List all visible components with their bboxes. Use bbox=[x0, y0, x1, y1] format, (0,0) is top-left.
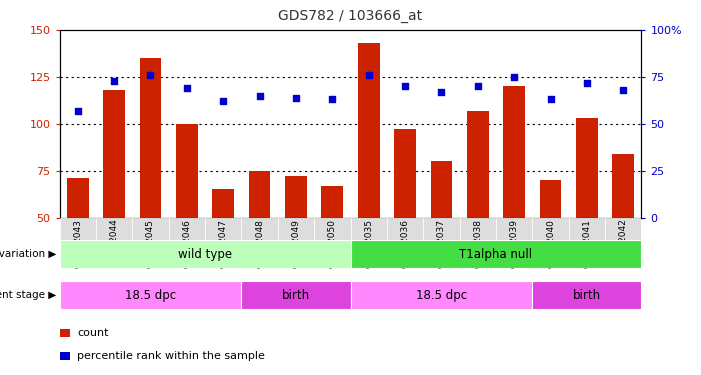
Point bbox=[109, 78, 120, 84]
Text: GSM22036: GSM22036 bbox=[400, 219, 409, 268]
Bar bbox=[496, 217, 532, 240]
Bar bbox=[314, 217, 350, 240]
Bar bbox=[67, 178, 88, 218]
Text: percentile rank within the sample: percentile rank within the sample bbox=[77, 351, 265, 361]
Bar bbox=[103, 90, 125, 218]
Text: GSM22035: GSM22035 bbox=[365, 219, 373, 268]
Point bbox=[363, 72, 374, 78]
Text: GSM22050: GSM22050 bbox=[328, 219, 336, 268]
Bar bbox=[278, 217, 314, 240]
Text: 18.5 dpc: 18.5 dpc bbox=[416, 289, 467, 302]
Bar bbox=[532, 281, 641, 309]
Bar bbox=[576, 118, 598, 218]
Point bbox=[72, 108, 83, 114]
Bar bbox=[132, 217, 169, 240]
Bar bbox=[350, 281, 532, 309]
Bar bbox=[60, 240, 350, 268]
Point bbox=[618, 87, 629, 93]
Bar bbox=[430, 161, 452, 218]
Point bbox=[472, 83, 484, 89]
Text: GSM22047: GSM22047 bbox=[219, 219, 228, 267]
Text: count: count bbox=[77, 328, 109, 338]
Bar bbox=[605, 217, 641, 240]
Bar bbox=[503, 86, 525, 218]
Bar bbox=[169, 217, 205, 240]
Bar bbox=[350, 240, 641, 268]
Text: wild type: wild type bbox=[178, 248, 232, 261]
Point bbox=[508, 74, 519, 80]
Point bbox=[327, 96, 338, 102]
Text: GSM22040: GSM22040 bbox=[546, 219, 555, 267]
Text: GSM22039: GSM22039 bbox=[510, 219, 519, 268]
Bar bbox=[540, 180, 562, 218]
Point bbox=[182, 85, 193, 91]
Bar bbox=[569, 217, 605, 240]
Text: GSM22037: GSM22037 bbox=[437, 219, 446, 268]
Text: GSM22041: GSM22041 bbox=[583, 219, 592, 267]
Point bbox=[545, 96, 556, 102]
Bar bbox=[532, 217, 569, 240]
Bar bbox=[423, 217, 460, 240]
Bar bbox=[394, 129, 416, 218]
Bar bbox=[139, 58, 161, 217]
Bar bbox=[387, 217, 423, 240]
Text: GSM22043: GSM22043 bbox=[74, 219, 82, 267]
Bar bbox=[96, 217, 132, 240]
Point bbox=[290, 94, 301, 100]
Bar bbox=[205, 217, 241, 240]
Point bbox=[254, 93, 265, 99]
Text: 18.5 dpc: 18.5 dpc bbox=[125, 289, 176, 302]
Point bbox=[217, 98, 229, 104]
Text: GSM22046: GSM22046 bbox=[182, 219, 191, 267]
Bar bbox=[176, 124, 198, 218]
Point bbox=[581, 80, 592, 86]
Bar bbox=[358, 43, 380, 218]
Bar bbox=[613, 154, 634, 218]
Bar bbox=[241, 281, 350, 309]
Bar bbox=[249, 171, 271, 217]
Text: GSM22049: GSM22049 bbox=[292, 219, 301, 267]
Bar bbox=[350, 217, 387, 240]
Bar bbox=[241, 217, 278, 240]
Point bbox=[400, 83, 411, 89]
Text: GSM22042: GSM22042 bbox=[619, 219, 627, 267]
Bar bbox=[60, 281, 241, 309]
Text: development stage ▶: development stage ▶ bbox=[0, 290, 56, 300]
Text: GSM22038: GSM22038 bbox=[473, 219, 482, 268]
Text: GDS782 / 103666_at: GDS782 / 103666_at bbox=[278, 9, 423, 23]
Bar bbox=[285, 176, 307, 218]
Bar bbox=[460, 217, 496, 240]
Text: genotype/variation ▶: genotype/variation ▶ bbox=[0, 249, 56, 259]
Text: birth: birth bbox=[282, 289, 310, 302]
Bar bbox=[60, 217, 96, 240]
Text: GSM22048: GSM22048 bbox=[255, 219, 264, 267]
Point bbox=[145, 72, 156, 78]
Text: GSM22044: GSM22044 bbox=[109, 219, 118, 267]
Bar bbox=[212, 189, 234, 217]
Bar bbox=[321, 186, 343, 218]
Bar bbox=[60, 352, 70, 360]
Point bbox=[436, 89, 447, 95]
Text: GSM22045: GSM22045 bbox=[146, 219, 155, 267]
Text: T1alpha null: T1alpha null bbox=[459, 248, 533, 261]
Bar bbox=[60, 329, 70, 338]
Bar bbox=[467, 111, 489, 218]
Text: birth: birth bbox=[573, 289, 601, 302]
